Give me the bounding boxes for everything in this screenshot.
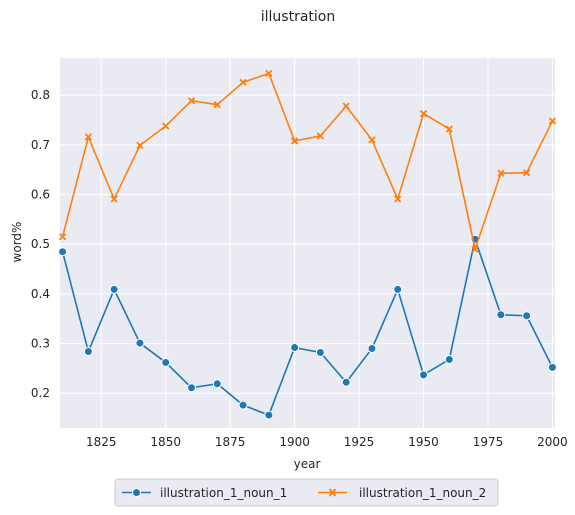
series-2-point: [394, 195, 402, 203]
series-1-point: [393, 284, 403, 294]
plot-area: [60, 58, 555, 428]
series-1-point: [290, 343, 300, 353]
x-tick-label: 2000: [537, 435, 568, 449]
legend: illustration_1_noun_1 illustration_1_nou…: [114, 478, 499, 507]
series-1-point: [547, 362, 557, 372]
series-1-point: [83, 347, 93, 357]
series-2-point: [162, 122, 170, 130]
series-2-line: [61, 72, 554, 251]
series-1: [58, 234, 557, 420]
series-1-point: [212, 379, 222, 389]
series-2-point: [187, 97, 196, 105]
x-tick-label: 1950: [408, 435, 439, 449]
series-2-point: [445, 125, 453, 133]
y-tick-label: 0.3: [31, 337, 50, 351]
series-1-point: [444, 354, 454, 364]
y-axis-title: word%: [10, 222, 24, 263]
y-tick-label: 0.7: [31, 138, 50, 152]
series-1-line: [61, 238, 554, 416]
y-tick-label: 0.8: [31, 88, 50, 102]
x-tick-label: 1975: [473, 435, 504, 449]
y-tick-label: 0.2: [31, 386, 50, 400]
series-2-point: [265, 69, 273, 78]
series-2-point: [523, 169, 531, 177]
series-2-point: [58, 233, 67, 241]
y-tick-label: 0.4: [31, 287, 50, 301]
x-tick-label: 1875: [215, 435, 246, 449]
legend-label-1: illustration_1_noun_1: [160, 486, 287, 500]
series-1-point: [186, 383, 196, 393]
series-2-point: [213, 101, 221, 109]
axis-ticks: 1825 1850 1875 1900 1925 1950 1975 2000 0.2 0.3 0.…: [31, 88, 568, 449]
series-2-point: [110, 195, 118, 203]
series-2-point: [316, 132, 325, 140]
series-2: [58, 69, 557, 253]
legend-swatch-marker-2: [328, 488, 337, 497]
series-2-point: [419, 109, 428, 118]
series-2-point: [84, 133, 92, 141]
series-1-point: [264, 410, 274, 420]
series-2-point: [239, 78, 247, 86]
legend-label-2: illustration_1_noun_2: [359, 486, 486, 500]
series-2-point: [497, 169, 505, 177]
series-1-point: [419, 370, 429, 380]
x-tick-label: 1825: [86, 435, 117, 449]
series-1-point: [341, 377, 351, 387]
series-2-point: [368, 136, 376, 144]
series-1-point: [161, 357, 171, 367]
series-layer: [58, 69, 557, 420]
x-axis-title: year: [294, 457, 321, 471]
series-1-point: [367, 344, 377, 354]
series-1-point: [109, 284, 119, 294]
gridlines: [60, 58, 555, 428]
series-2-point: [136, 141, 144, 150]
x-tick-label: 1900: [279, 435, 310, 449]
series-1-point: [238, 400, 248, 410]
series-2-point: [548, 117, 557, 125]
legend-frame: [114, 478, 499, 507]
chart-title: illustration: [261, 9, 335, 25]
legend-swatch-marker-1: [132, 488, 141, 497]
series-1-point: [315, 348, 325, 358]
series-1-point: [496, 310, 506, 320]
series-1-point: [58, 247, 68, 257]
series-1-point: [522, 311, 532, 321]
series-2-point: [342, 102, 350, 110]
series-1-point: [135, 338, 145, 348]
y-tick-label: 0.5: [31, 237, 50, 251]
x-tick-label: 1850: [150, 435, 181, 449]
series-2-point: [471, 245, 479, 253]
x-tick-label: 1925: [344, 435, 375, 449]
y-tick-label: 0.6: [31, 188, 50, 202]
series-2-point: [290, 137, 299, 145]
